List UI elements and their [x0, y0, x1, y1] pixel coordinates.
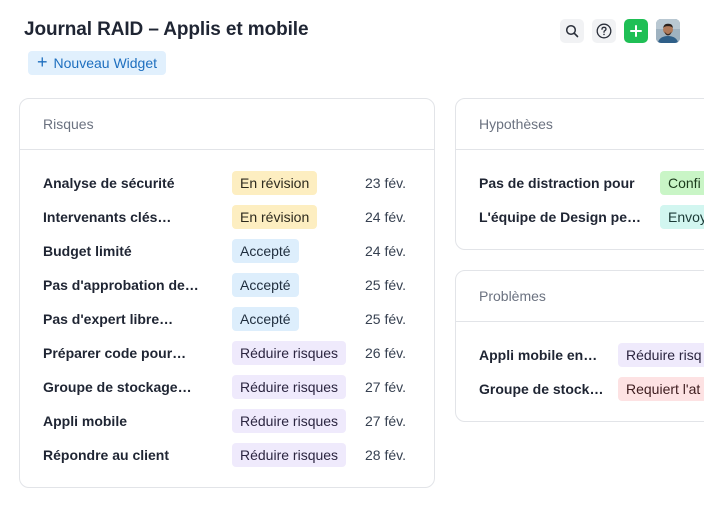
due-date: 27 fév. — [365, 413, 406, 429]
help-icon — [596, 23, 612, 39]
add-button[interactable] — [624, 19, 648, 43]
due-date: 24 fév. — [365, 209, 406, 225]
status-badge[interactable]: Accepté — [232, 273, 299, 297]
status-badge[interactable]: Confi — [660, 171, 704, 195]
item-name: Appli mobile en… — [479, 347, 598, 363]
plus-icon: + — [37, 52, 48, 72]
item-name: L'équipe de Design pe… — [479, 209, 642, 225]
item-name: Groupe de stockage… — [43, 379, 192, 395]
new-widget-button[interactable]: + Nouveau Widget — [28, 51, 167, 75]
status-badge[interactable]: Réduire risques — [232, 443, 347, 467]
due-date: 26 fév. — [365, 345, 406, 361]
due-date: 24 fév. — [365, 243, 406, 259]
list-item[interactable]: Appli mobile en… Réduire risq — [479, 342, 704, 368]
status-badge[interactable]: Réduire risques — [232, 409, 347, 433]
list-item[interactable]: Préparer code pour… Réduire risques 26 fév… — [43, 340, 434, 366]
list-item[interactable]: Budget limité Accepté 24 fév. — [43, 238, 434, 264]
hypotheses-card: Hypothèses Pas de distraction pour Confi L… — [455, 98, 704, 250]
item-name: Pas de distraction pour — [479, 175, 635, 191]
due-date: 23 fév. — [365, 175, 406, 191]
item-name: Appli mobile — [43, 413, 127, 429]
user-avatar[interactable] — [656, 19, 680, 43]
item-name: Analyse de sécurité — [43, 175, 175, 191]
list-item[interactable]: Intervenants clés… En révision 24 fév. — [43, 204, 434, 230]
card-title: Problèmes — [456, 271, 704, 322]
status-badge[interactable]: Réduire risques — [232, 341, 347, 365]
card-title: Risques — [20, 99, 434, 150]
risques-card: Risques Analyse de sécurité En révision 23… — [19, 98, 435, 488]
item-name: Pas d'expert libre… — [43, 311, 174, 327]
status-badge[interactable]: Accepté — [232, 307, 299, 331]
list-item[interactable]: Pas de distraction pour Confi — [479, 170, 704, 196]
add-icon — [630, 25, 642, 37]
list-item[interactable]: Répondre au client Réduire risques 28 fév. — [43, 442, 434, 468]
status-badge[interactable]: En révision — [232, 171, 318, 195]
help-button[interactable] — [592, 19, 616, 43]
card-title: Hypothèses — [456, 99, 704, 150]
status-badge[interactable]: En révision — [232, 205, 318, 229]
item-name: Budget limité — [43, 243, 132, 259]
item-name: Pas d'approbation de… — [43, 277, 199, 293]
list-item[interactable]: Pas d'expert libre… Accepté 25 fév. — [43, 306, 434, 332]
due-date: 27 fév. — [365, 379, 406, 395]
list-item[interactable]: Groupe de stockage… Réduire risques 27 fév… — [43, 374, 434, 400]
status-badge[interactable]: Réduire risq — [618, 343, 704, 367]
toolbar — [560, 19, 680, 43]
item-name: Préparer code pour… — [43, 345, 187, 361]
search-icon — [565, 24, 579, 38]
page-title: Journal RAID – Applis et mobile — [24, 19, 309, 40]
list-item[interactable]: Appli mobile Réduire risques 27 fév. — [43, 408, 434, 434]
list-item[interactable]: Groupe de stock… Requiert l'at — [479, 376, 704, 402]
status-badge[interactable]: Réduire risques — [232, 375, 347, 399]
due-date: 25 fév. — [365, 277, 406, 293]
item-name: Intervenants clés… — [43, 209, 172, 225]
status-badge[interactable]: Accepté — [232, 239, 299, 263]
new-widget-label: Nouveau Widget — [53, 55, 158, 71]
list-item[interactable]: Analyse de sécurité En révision 23 fév. — [43, 170, 434, 196]
item-name: Répondre au client — [43, 447, 170, 463]
list-item[interactable]: L'équipe de Design pe… Envoy — [479, 204, 704, 230]
due-date: 25 fév. — [365, 311, 406, 327]
search-button[interactable] — [560, 19, 584, 43]
status-badge[interactable]: Envoy — [660, 205, 704, 229]
list-item[interactable]: Pas d'approbation de… Accepté 25 fév. — [43, 272, 434, 298]
problemes-card: Problèmes Appli mobile en… Réduire risq Gr… — [455, 270, 704, 422]
due-date: 28 fév. — [365, 447, 406, 463]
item-name: Groupe de stock… — [479, 381, 604, 397]
status-badge[interactable]: Requiert l'at — [618, 377, 704, 401]
